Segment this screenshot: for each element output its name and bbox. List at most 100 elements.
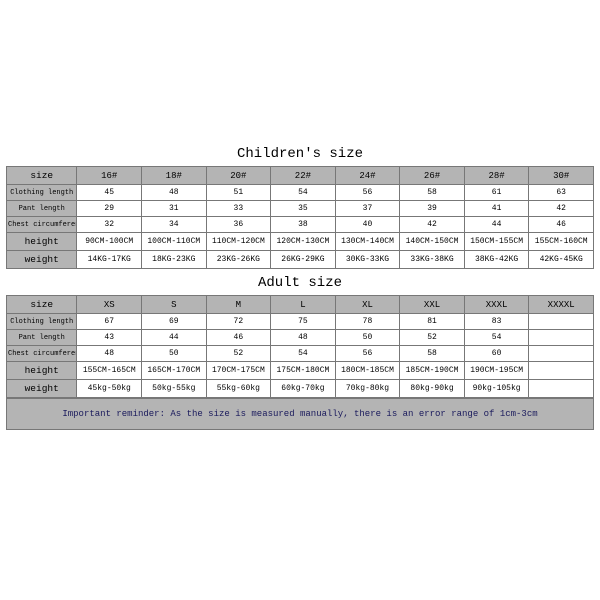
cell: 155CM-165CM [77, 362, 142, 380]
cell: 50 [142, 346, 207, 362]
col-header: 30# [529, 167, 594, 185]
cell: 33KG-38KG [400, 251, 465, 269]
cell: 67 [77, 314, 142, 330]
row-label-size: size [7, 167, 77, 185]
cell: 60 [464, 346, 529, 362]
cell: 61 [464, 185, 529, 201]
cell: 90CM-100CM [77, 233, 142, 251]
row-label-clothing_length: Clothing length [7, 185, 77, 201]
cell: 175CM-180CM [271, 362, 336, 380]
cell: 32 [77, 217, 142, 233]
cell: 29 [77, 201, 142, 217]
cell: 51 [206, 185, 271, 201]
col-header: 22# [271, 167, 336, 185]
cell: 75 [271, 314, 336, 330]
cell: 60kg-70kg [271, 380, 336, 398]
cell: 48 [271, 330, 336, 346]
cell: 26KG-29KG [271, 251, 336, 269]
cell: 58 [400, 185, 465, 201]
cell: 100CM-110CM [142, 233, 207, 251]
cell: 69 [142, 314, 207, 330]
cell: 155CM-160CM [529, 233, 594, 251]
row-label-size: size [7, 296, 77, 314]
table-row: size16#18#20#22#24#26#28#30# [7, 167, 594, 185]
cell: 170CM-175CM [206, 362, 271, 380]
cell: 42KG-45KG [529, 251, 594, 269]
cell: 45 [77, 185, 142, 201]
cell: 190CM-195CM [464, 362, 529, 380]
table-row: sizeXSSMLXLXXLXXXLXXXXL [7, 296, 594, 314]
row-label-weight: weight [7, 380, 77, 398]
cell: 140CM-150CM [400, 233, 465, 251]
cell: 42 [529, 201, 594, 217]
cell: 18KG-23KG [142, 251, 207, 269]
row-label-pant_length: Pant length [7, 201, 77, 217]
table-row: Pant length2931333537394142 [7, 201, 594, 217]
cell: 34 [142, 217, 207, 233]
cell [529, 346, 594, 362]
table-row: weight14KG-17KG18KG-23KG23KG-26KG26KG-29… [7, 251, 594, 269]
cell: 78 [335, 314, 400, 330]
cell: 37 [335, 201, 400, 217]
cell: 39 [400, 201, 465, 217]
size-chart-container: Children's size size16#18#20#22#24#26#28… [6, 140, 594, 430]
cell: 130CM-140CM [335, 233, 400, 251]
table-row: height155CM-165CM165CM-170CM170CM-175CM1… [7, 362, 594, 380]
cell: 50 [335, 330, 400, 346]
cell: 30KG-33KG [335, 251, 400, 269]
col-header: XXL [400, 296, 465, 314]
cell: 180CM-185CM [335, 362, 400, 380]
children-title: Children's size [6, 140, 594, 166]
col-header: 26# [400, 167, 465, 185]
cell: 44 [142, 330, 207, 346]
footer-table: Important reminder: As the size is measu… [6, 398, 594, 430]
cell: 54 [271, 185, 336, 201]
col-header: XXXXL [529, 296, 594, 314]
cell [529, 380, 594, 398]
cell: 50kg-55kg [142, 380, 207, 398]
cell: 14KG-17KG [77, 251, 142, 269]
cell: 81 [400, 314, 465, 330]
cell: 45kg-50kg [77, 380, 142, 398]
cell: 56 [335, 185, 400, 201]
cell: 40 [335, 217, 400, 233]
cell [529, 314, 594, 330]
col-header: 20# [206, 167, 271, 185]
cell: 150CM-155CM [464, 233, 529, 251]
cell: 63 [529, 185, 594, 201]
row-label-pant_length: Pant length [7, 330, 77, 346]
cell: 83 [464, 314, 529, 330]
cell: 46 [529, 217, 594, 233]
cell: 31 [142, 201, 207, 217]
cell: 48 [77, 346, 142, 362]
children-table: size16#18#20#22#24#26#28#30#Clothing len… [6, 166, 594, 269]
table-row: Chest circumference 1/248505254565860 [7, 346, 594, 362]
cell: 110CM-120CM [206, 233, 271, 251]
cell: 23KG-26KG [206, 251, 271, 269]
cell: 46 [206, 330, 271, 346]
row-label-height: height [7, 362, 77, 380]
cell: 56 [335, 346, 400, 362]
cell: 33 [206, 201, 271, 217]
col-header: M [206, 296, 271, 314]
table-row: Chest circumference 1/23234363840424446 [7, 217, 594, 233]
cell: 52 [400, 330, 465, 346]
adult-table: sizeXSSMLXLXXLXXXLXXXXLClothing length67… [6, 295, 594, 398]
row-label-chest: Chest circumference 1/2 [7, 217, 77, 233]
cell: 120CM-130CM [271, 233, 336, 251]
col-header: S [142, 296, 207, 314]
col-header: XS [77, 296, 142, 314]
cell: 36 [206, 217, 271, 233]
row-label-chest: Chest circumference 1/2 [7, 346, 77, 362]
table-row: Clothing length67697275788183 [7, 314, 594, 330]
cell [529, 362, 594, 380]
cell: 48 [142, 185, 207, 201]
cell: 44 [464, 217, 529, 233]
col-header: 18# [142, 167, 207, 185]
cell: 35 [271, 201, 336, 217]
cell: 72 [206, 314, 271, 330]
col-header: 28# [464, 167, 529, 185]
row-label-clothing_length: Clothing length [7, 314, 77, 330]
cell: 41 [464, 201, 529, 217]
col-header: 24# [335, 167, 400, 185]
